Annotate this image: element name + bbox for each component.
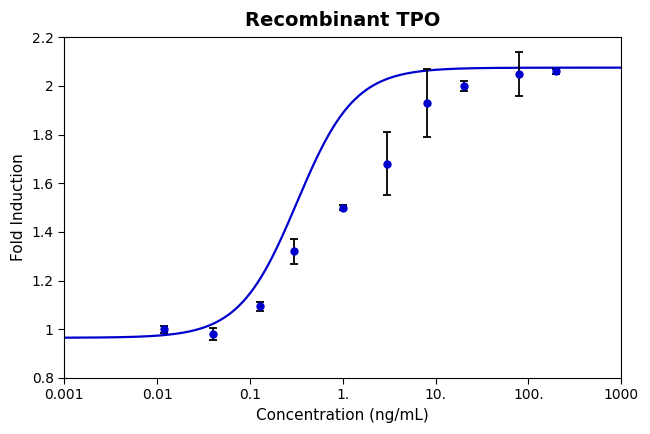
Title: Recombinant TPO: Recombinant TPO <box>245 11 441 30</box>
Y-axis label: Fold Induction: Fold Induction <box>11 154 26 261</box>
X-axis label: Concentration (ng/mL): Concentration (ng/mL) <box>256 408 429 423</box>
